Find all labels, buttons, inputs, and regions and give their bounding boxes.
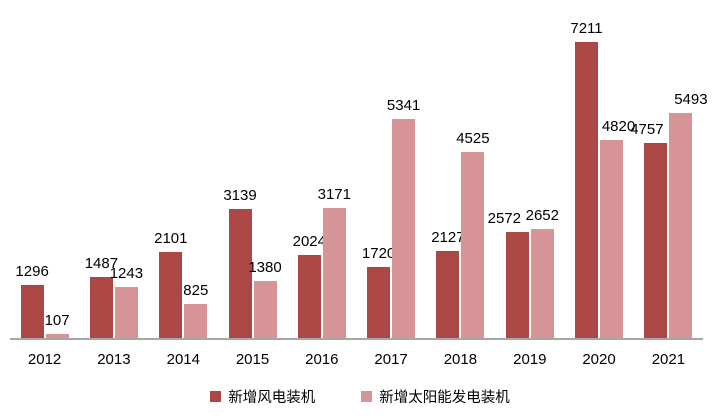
category-label-2014: 2014 [166,351,200,368]
value-label-wind-2014: 2101 [154,229,188,247]
bar-solar-2012 [45,333,69,338]
legend-swatch-wind [210,391,222,402]
category-label-2017: 2017 [374,351,408,368]
value-label-wind-2020: 7211 [570,20,603,37]
bar-wind-2013 [89,277,113,338]
category-label-2020: 2020 [582,351,616,368]
value-label-wind-2015: 3139 [223,187,257,205]
x-axis-line [10,338,703,340]
category-label-2016: 2016 [305,351,339,368]
bar-wind-2019 [505,232,529,338]
value-label-solar-2017: 5341 [386,96,421,114]
value-label-wind-2021: 4757 [630,120,664,138]
value-label-solar-2013: 1243 [109,265,144,282]
category-label-2013: 2013 [97,351,131,368]
category-label-2019: 2019 [513,351,547,368]
category-label-2012: 2012 [27,351,62,368]
bar-solar-2017 [392,118,416,338]
value-label-solar-2021: 5493 [674,90,708,108]
value-label-solar-2014: 825 [183,282,209,300]
bar-solar-2018 [461,152,485,338]
legend: 新增风电装机 新增太阳能发电装机 [0,386,720,407]
bar-solar-2020 [600,140,623,338]
bar-solar-2019 [530,229,554,338]
bar-wind-2012 [20,284,44,338]
value-label-wind-2012: 1296 [15,262,49,280]
bar-wind-2015 [228,209,252,338]
bar-solar-2013 [114,287,138,338]
legend-label-solar: 新增太阳能发电装机 [379,390,510,406]
bar-wind-2020 [575,42,598,338]
legend-item-wind: 新增风电装机 [210,386,315,407]
category-label-2015: 2015 [235,351,270,368]
legend-swatch-solar [361,391,373,402]
value-label-solar-2018: 4525 [456,130,490,148]
value-label-solar-2020: 4820 [601,118,636,136]
value-label-wind-2019: 2572 [487,210,521,228]
bar-wind-2014 [159,251,183,338]
bar-wind-2016 [297,254,321,338]
value-label-wind-2018: 2127 [431,228,465,246]
value-label-wind-2016: 2024 [292,232,326,250]
value-label-solar-2019: 2652 [525,207,559,225]
bar-solar-2015 [253,281,277,338]
value-label-wind-2017: 1720 [361,245,396,263]
bar-wind-2017 [367,267,391,338]
category-label-2021: 2021 [651,351,686,368]
value-label-solar-2012: 107 [44,311,70,329]
legend-item-solar: 新增太阳能发电装机 [361,386,510,407]
legend-label-wind: 新增风电装机 [228,390,316,406]
bar-wind-2018 [436,250,460,338]
bar-wind-2021 [644,142,668,338]
value-label-wind-2013: 1487 [84,255,119,272]
value-label-solar-2015: 1380 [248,259,282,277]
bar-solar-2021 [669,112,693,338]
value-label-solar-2016: 3171 [317,185,351,203]
category-label-2018: 2018 [443,351,478,368]
bar-solar-2016 [322,207,346,338]
bar-solar-2014 [184,304,208,338]
